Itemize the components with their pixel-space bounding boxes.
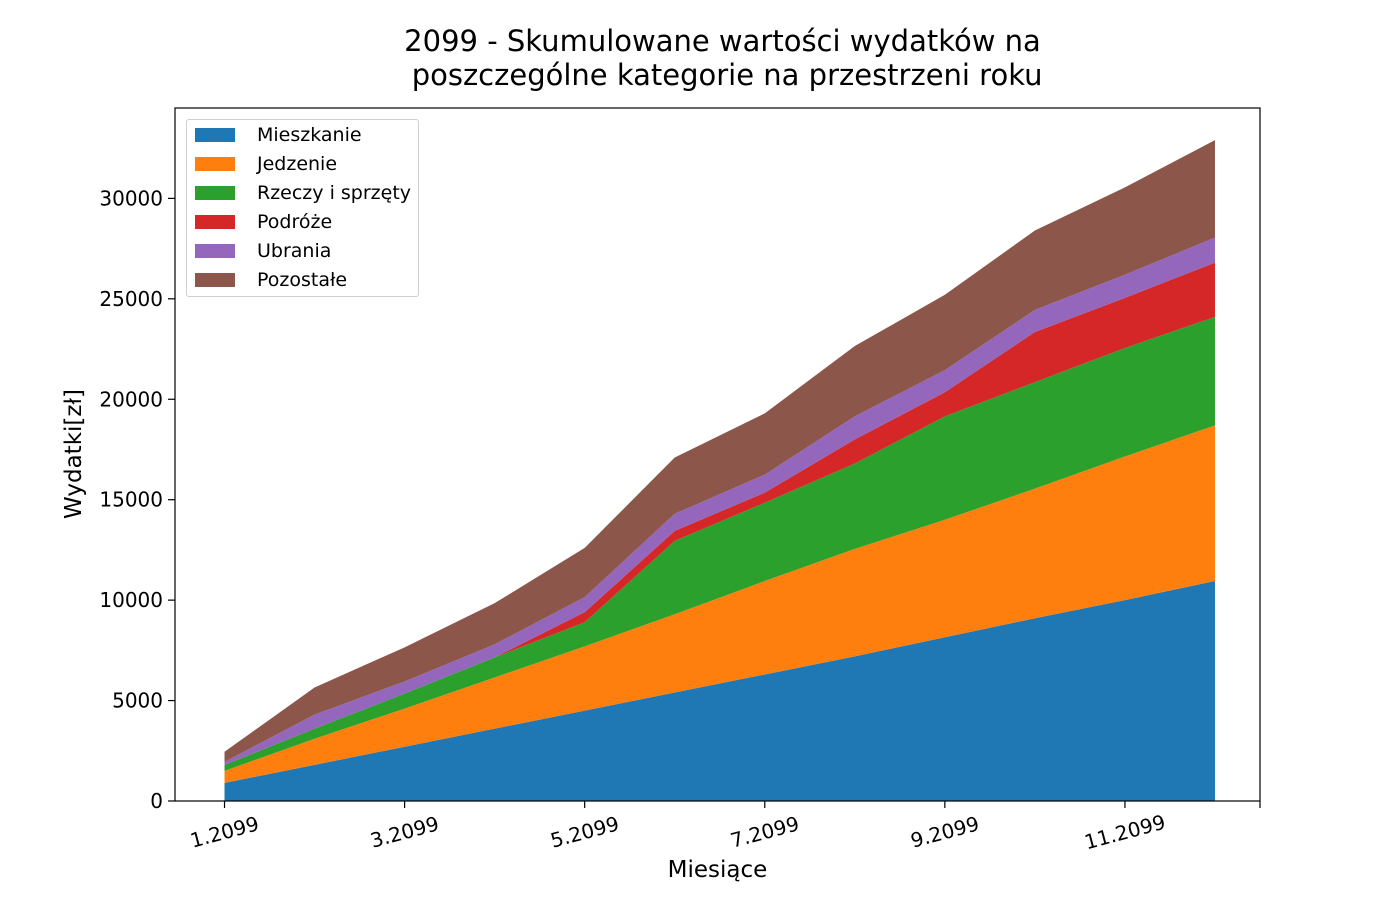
legend-swatch	[195, 244, 235, 258]
legend-label: Ubrania	[257, 240, 332, 262]
x-tick-label: 9.2099	[908, 811, 982, 852]
x-tick-label: 1.2099	[188, 811, 262, 852]
area-series-2	[224, 425, 1215, 783]
legend-label: Jedzenie	[257, 153, 338, 175]
x-tick-label: 11.2099	[1082, 810, 1168, 855]
legend-item-4: Podróże	[195, 211, 333, 233]
legend-label: Pozostałe	[257, 269, 348, 291]
x-axis: 1.2099 3.2099 5.2099 7.2099 9.2099 11.2099	[188, 801, 1261, 855]
y-tick-label: 10000	[99, 588, 163, 612]
legend-swatch	[195, 273, 235, 287]
y-tick-label: 30000	[99, 186, 163, 210]
area-series-5	[224, 237, 1215, 765]
legend: Mieszkanie Jedzenie Rzeczy i sprzęty Podróż…	[186, 119, 419, 297]
plot-frame	[174, 107, 1261, 802]
x-axis-title: Miesiące	[667, 857, 768, 883]
area-series-6	[224, 140, 1215, 762]
chart-title-text: 2099 - Skumulowane wartości wydatków na …	[404, 24, 1043, 92]
x-tick-label: 3.2099	[368, 811, 442, 852]
legend-item-5: Ubrania	[195, 240, 332, 262]
legend-item-1: Mieszkanie	[195, 124, 362, 146]
legend-swatch	[195, 157, 235, 171]
y-axis: 0 5000 10000 15000 20000 25000 30000	[99, 186, 175, 813]
area-series-3	[224, 316, 1215, 771]
y-tick-label: 20000	[99, 387, 163, 411]
legend-swatch	[195, 215, 235, 229]
y-tick-label: 25000	[99, 287, 163, 311]
legend-item-2: Jedzenie	[195, 153, 338, 175]
area-layers	[224, 140, 1215, 801]
legend-label: Mieszkanie	[257, 124, 362, 146]
x-tick-label: 7.2099	[728, 811, 802, 852]
y-tick-label: 0	[150, 789, 163, 813]
legend-label: Podróże	[257, 211, 333, 233]
area-series-1	[224, 581, 1215, 801]
y-tick-label: 15000	[99, 488, 163, 512]
y-axis-title: Wydatki[zł]	[61, 388, 87, 519]
legend-item-6: Pozostałe	[195, 269, 348, 291]
area-series-4	[224, 262, 1215, 765]
legend-swatch	[195, 186, 235, 200]
legend-label: Rzeczy i sprzęty	[257, 182, 412, 204]
legend-swatch	[195, 128, 235, 142]
y-tick-label: 5000	[112, 689, 163, 713]
legend-item-3: Rzeczy i sprzęty	[195, 182, 412, 204]
chart-title: 2099 - Skumulowane wartości wydatków na …	[0, 24, 1400, 92]
x-tick-label: 5.2099	[548, 811, 622, 852]
